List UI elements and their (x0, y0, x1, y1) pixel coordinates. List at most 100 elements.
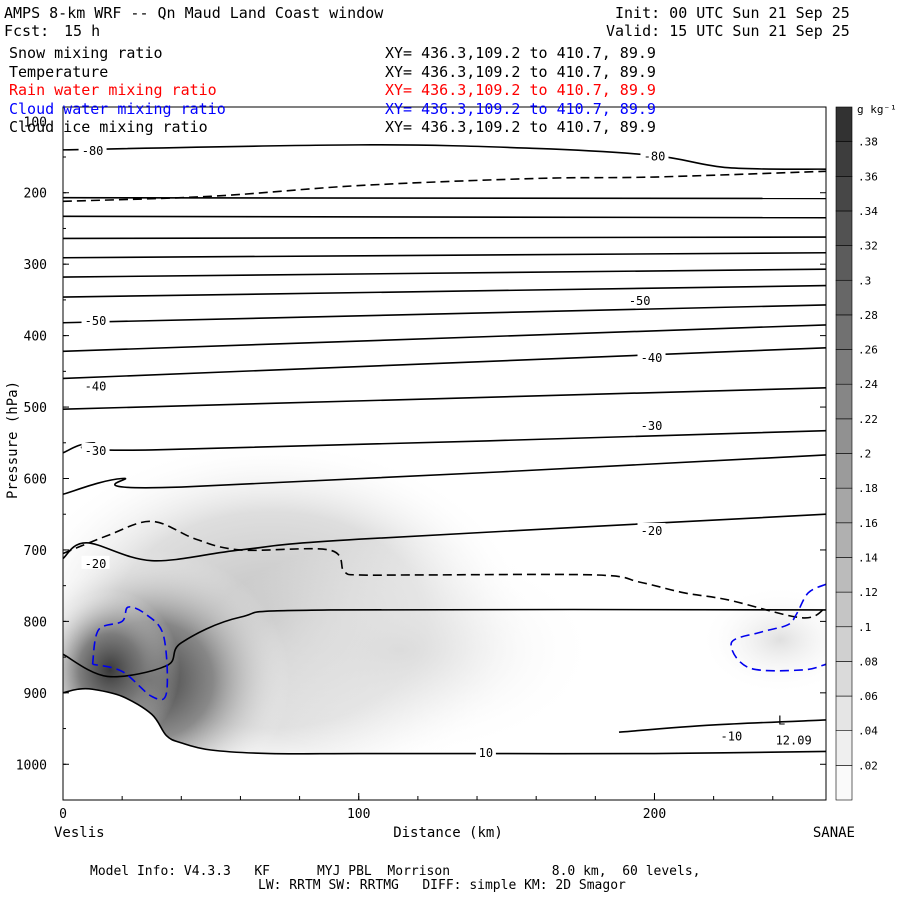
low-marker-label: L (778, 713, 785, 727)
y-axis-label: Pressure (hPa) (5, 381, 21, 499)
y-tick-label: 300 (24, 258, 47, 273)
temperature-label: -20 (85, 557, 107, 571)
colorbar-bin (835, 591, 853, 628)
snow-shade-mid (200, 540, 600, 760)
colorbar: .02 .04 .06 .08 .1 .12 .14 .16 .18 .2 .22 .24 .26 .28… (835, 103, 897, 801)
contour-label-bg (637, 417, 666, 431)
contour-lines (63, 144, 826, 755)
temperature-contour (63, 236, 826, 240)
legend-name: Rain water mixing ratio (9, 81, 217, 99)
colorbar-bin (835, 730, 853, 766)
model-info: Model Info: V4.3.3 KF MYJ PBL Morrison 8… (90, 864, 701, 879)
temperature-labels: -80 -80 -50 -50 -40 -40 -30 -30 -20 -20 -10 10 L 12.0… (78, 142, 812, 760)
contour-label-bg (81, 378, 110, 392)
contour-label-bg (625, 292, 654, 306)
temperature-contour (63, 324, 826, 353)
colorbar-bin (835, 765, 853, 801)
y-tick-label: 500 (24, 401, 47, 416)
colorbar-bin (835, 176, 853, 212)
temperature-contour (63, 268, 826, 278)
colorbar-label: .38 (858, 136, 878, 149)
colorbar-bin (835, 314, 853, 350)
colorbar-bin (835, 245, 853, 281)
temperature-label: 10 (479, 746, 493, 760)
contour-label-bg (637, 350, 666, 364)
colorbar-bin (835, 349, 853, 385)
temperature-contour (63, 284, 826, 298)
temperature-contour (63, 304, 826, 324)
legend-coords: XY= 436.3,109.2 to 410.7, 89.9 (385, 81, 656, 99)
temperature-label: -40 (85, 380, 107, 394)
contour-label-bg (717, 728, 746, 742)
colorbar-bin (835, 383, 853, 420)
temperature-contour (63, 454, 826, 495)
colorbar-label: .1 (858, 621, 871, 634)
y-tick-label: 200 (24, 187, 47, 202)
init-time: Init: 00 UTC Sun 21 Sep 25 (615, 4, 850, 22)
colorbar-bin (835, 487, 853, 524)
temperature-contour (63, 144, 826, 171)
temperature-label: -10 (721, 730, 743, 744)
temperature-label: -50 (85, 314, 107, 328)
temperature-label: -20 (641, 524, 663, 538)
colorbar-label: .22 (858, 413, 878, 426)
dashed-isotherm (63, 520, 826, 619)
low-marker-value: 12.09 (776, 733, 812, 747)
y-tick-label: 400 (24, 330, 47, 345)
colorbar-units: g kg⁻¹ (857, 103, 897, 116)
colorbar-bin (835, 695, 853, 731)
y-tick-label: 600 (24, 473, 47, 488)
colorbar-bin (835, 626, 853, 662)
contour-label-bg (81, 555, 110, 569)
contour-label-bg (81, 312, 110, 326)
y-tick-label-top: 100 (24, 115, 47, 130)
contour-label-bg (475, 745, 496, 759)
temperature-contour (63, 251, 826, 259)
temperature-contour (618, 719, 826, 733)
legend-coords: XY= 436.3,109.2 to 410.7, 89.9 (385, 62, 656, 81)
temperature-contour (63, 608, 826, 678)
temperature-label: -80 (644, 150, 666, 164)
temperature-label: -50 (629, 294, 651, 308)
colorbar-bin (835, 418, 853, 454)
temperature-contour (63, 346, 826, 380)
legend-name: Temperature (9, 62, 109, 81)
physics-info: LW: RRTM SW: RRTMG DIFF: simple KM: 2D S… (258, 878, 626, 893)
y-tick-label: 900 (24, 687, 47, 702)
colorbar-label: .14 (858, 551, 878, 564)
colorbar-label: .18 (858, 482, 878, 495)
temperature-label: -40 (641, 351, 663, 365)
right-endpoint-label: SANAE (813, 825, 855, 841)
x-axis-label: Distance (km) (393, 825, 503, 841)
colorbar-bin (835, 210, 853, 246)
temperature-label: -30 (641, 419, 663, 433)
colorbar-bin (835, 661, 853, 697)
fcst-value: 15 h (64, 22, 101, 40)
contour-label-bg (637, 522, 666, 536)
terrain-fill (63, 688, 826, 800)
temperature-contour (63, 429, 826, 454)
cloud-water-contour (91, 606, 169, 701)
colorbar-bin (835, 141, 853, 177)
y-tick-label: 700 (24, 544, 47, 559)
contour-label-bg (640, 148, 669, 162)
colorbar-label: .28 (858, 309, 878, 322)
legend-coords: XY= 436.3,109.2 to 410.7, 89.9 (385, 44, 656, 62)
fcst-label: Fcst: (4, 22, 50, 40)
x-tick-label: 0 (59, 807, 67, 822)
snow-shade-right (700, 585, 826, 695)
colorbar-bin (835, 522, 853, 558)
temperature-contour (63, 386, 826, 411)
colorbar-label: .04 (858, 725, 878, 738)
figure-title: AMPS 8-km WRF -- Qn Maud Land Coast wind… (4, 4, 384, 22)
surface-contour (63, 687, 826, 755)
colorbar-label: .3 (858, 274, 871, 287)
y-tick-label: 800 (24, 615, 47, 630)
left-endpoint-label: Veslis (54, 825, 105, 841)
temperature-contour (63, 513, 826, 562)
temperature-label: -30 (85, 444, 107, 458)
colorbar-label: .12 (858, 586, 878, 599)
